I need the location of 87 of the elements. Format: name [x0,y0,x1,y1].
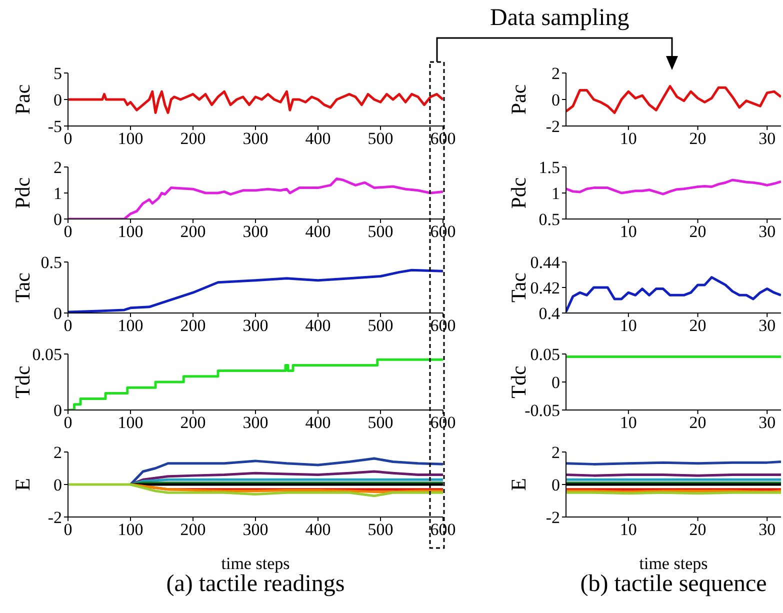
x-tick-label: 20 [689,316,706,336]
y-tick-label: 0.44 [530,253,560,272]
x-tick-label: 400 [305,129,331,148]
x-tick-label: 500 [368,413,394,432]
x-tick-label: 300 [242,316,268,336]
x-axis-title: time steps [639,554,708,573]
x-tick-label: 300 [242,222,268,242]
y-tick-label: 2 [54,158,62,178]
x-tick-label: 10 [620,316,637,336]
y-axis-title: Tdc [10,366,34,398]
x-tick-label: 400 [305,316,331,336]
x-tick-label: 30 [758,316,776,336]
y-tick-label: 1 [54,184,62,204]
y-tick-label: 0 [54,304,62,324]
y-tick-label: 0.42 [530,278,560,298]
y-tick-label: -0.05 [524,401,560,420]
x-tick-label: 600 [430,520,456,540]
x-tick-label: 600 [430,129,456,148]
x-tick-label: 100 [118,520,144,540]
y-axis-title: E [506,478,530,491]
x-tick-label: 100 [118,316,144,336]
x-tick-label: 400 [305,520,331,540]
y-tick-label: 0.5 [538,210,560,230]
x-tick-label: 200 [180,129,206,148]
x-tick-label: 400 [305,222,331,242]
y-axis-title: Pdc [10,177,34,209]
y-tick-label: 0 [552,90,560,110]
y-tick-label: -2 [546,508,560,528]
y-tick-label: -5 [48,117,62,136]
x-tick-label: 200 [180,222,206,242]
y-tick-label: 0 [54,90,62,110]
y-tick-label: 1 [552,184,560,204]
x-tick-label: 30 [758,129,776,148]
x-tick-label: 600 [430,222,456,242]
y-tick-label: 0.4 [538,304,560,324]
y-tick-label: 2 [54,443,62,462]
x-tick-label: 200 [180,316,206,336]
y-tick-label: 1.5 [538,158,560,178]
x-tick-label: 100 [118,222,144,242]
x-tick-label: 500 [368,222,394,242]
y-axis-title: E [10,478,34,491]
x-tick-label: 400 [305,413,331,432]
y-tick-label: 0 [552,373,560,392]
y-tick-label: 0.5 [40,253,62,272]
y-tick-label: 0 [552,476,560,495]
x-tick-label: 200 [180,520,206,540]
x-tick-label: 30 [758,413,776,432]
x-tick-label: 30 [758,222,776,242]
y-tick-label: 0 [54,401,62,420]
x-tick-label: 10 [620,413,637,432]
x-tick-label: 100 [118,413,144,432]
y-axis-title: Tac [10,272,34,303]
x-tick-label: 600 [430,413,456,432]
text: Data sampling [490,5,630,32]
x-axis-title: time steps [221,554,290,573]
x-tick-label: 10 [620,222,637,242]
x-tick-label: 20 [689,222,706,242]
y-axis-title: Pac [506,84,530,115]
x-tick-label: 300 [242,520,268,540]
x-tick-label: 10 [620,129,637,148]
y-tick-label: 0 [54,210,62,230]
y-axis-title: Tdc [506,366,530,398]
y-tick-label: 0 [54,476,62,495]
x-tick-label: 10 [620,520,637,540]
x-tick-label: 20 [689,129,706,148]
x-tick-label: 200 [180,413,206,432]
x-tick-label: 600 [430,316,456,336]
y-axis-title: Tac [506,272,530,303]
x-tick-label: 500 [368,316,394,336]
x-tick-label: 300 [242,129,268,148]
y-tick-label: 2 [552,443,560,462]
y-axis-title: Pac [10,84,34,115]
y-tick-label: 5 [54,64,62,84]
x-tick-label: 20 [689,520,706,540]
text: (a) tactile readings [165,571,346,598]
y-tick-label: 2 [552,64,560,84]
y-axis-title: Pdc [506,177,530,209]
x-tick-label: 500 [368,129,394,148]
x-tick-label: 300 [242,413,268,432]
x-tick-label: 100 [118,129,144,148]
x-tick-label: 500 [368,520,394,540]
y-tick-label: -2 [48,508,62,528]
x-tick-label: 20 [689,413,706,432]
y-tick-label: 0.05 [530,345,560,364]
y-tick-label: -2 [546,117,560,136]
x-tick-label: 30 [758,520,776,540]
y-tick-label: 0.05 [32,345,62,364]
